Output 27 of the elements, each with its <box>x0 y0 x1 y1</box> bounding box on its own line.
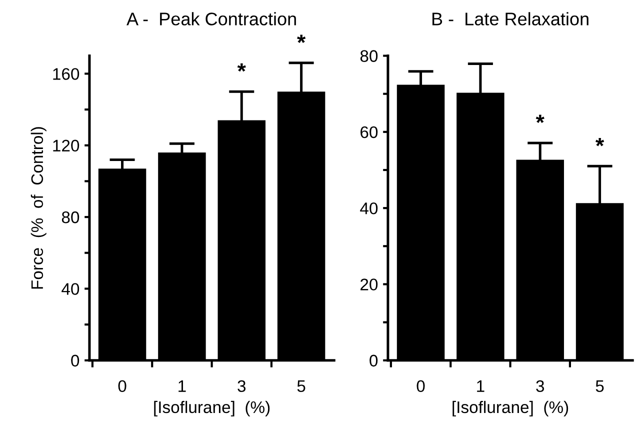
y-tick-label: 20 <box>360 278 378 290</box>
x-axis-title: [Isoflurane] (%) <box>452 400 568 416</box>
y-tick-label: 160 <box>53 68 80 80</box>
y-tick-label: 0 <box>370 354 378 367</box>
chart-title: A - Peak Contraction <box>126 12 296 26</box>
annotation: * <box>596 138 604 146</box>
y-tick-label: 40 <box>360 202 378 214</box>
x-tick-label: 3 <box>536 380 544 392</box>
x-tick-label: 1 <box>178 380 186 392</box>
x-tick-label: 5 <box>297 380 306 392</box>
annotation: * <box>237 63 246 72</box>
annotation: * <box>536 114 544 123</box>
x-tick-label: 3 <box>238 380 246 392</box>
y-tick-label: 60 <box>360 126 378 138</box>
x-tick-label: 0 <box>416 380 425 392</box>
x-tick-label: 5 <box>596 380 604 392</box>
chart-title: B - Late Relaxation <box>432 12 588 26</box>
x-tick-label: 1 <box>477 380 484 392</box>
x-axis-title: [Isoflurane] (%) <box>154 400 270 416</box>
y-axis-title: Force (% of Control) <box>30 127 46 289</box>
annotation: * <box>297 34 306 43</box>
x-tick-label: 0 <box>118 380 126 392</box>
y-tick-label: 0 <box>71 354 80 367</box>
y-tick-label: 80 <box>360 50 378 62</box>
y-tick-label: 80 <box>62 211 80 224</box>
y-tick-label: 40 <box>62 283 80 295</box>
y-tick-label: 120 <box>53 140 80 152</box>
